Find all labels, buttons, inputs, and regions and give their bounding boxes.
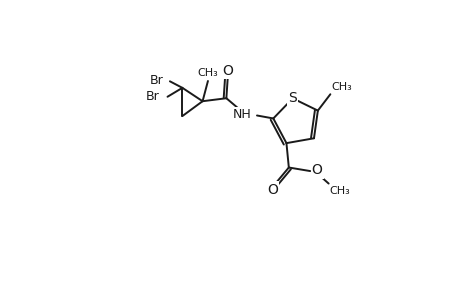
Text: O: O (222, 64, 233, 78)
Text: NH: NH (233, 108, 252, 122)
Text: O: O (311, 164, 322, 178)
Text: Br: Br (149, 74, 163, 87)
Text: CH₃: CH₃ (330, 82, 351, 92)
Text: Br: Br (146, 90, 159, 103)
Text: S: S (287, 91, 296, 105)
Text: CH₃: CH₃ (197, 68, 218, 78)
Text: O: O (267, 182, 277, 197)
Text: CH₃: CH₃ (329, 186, 350, 196)
